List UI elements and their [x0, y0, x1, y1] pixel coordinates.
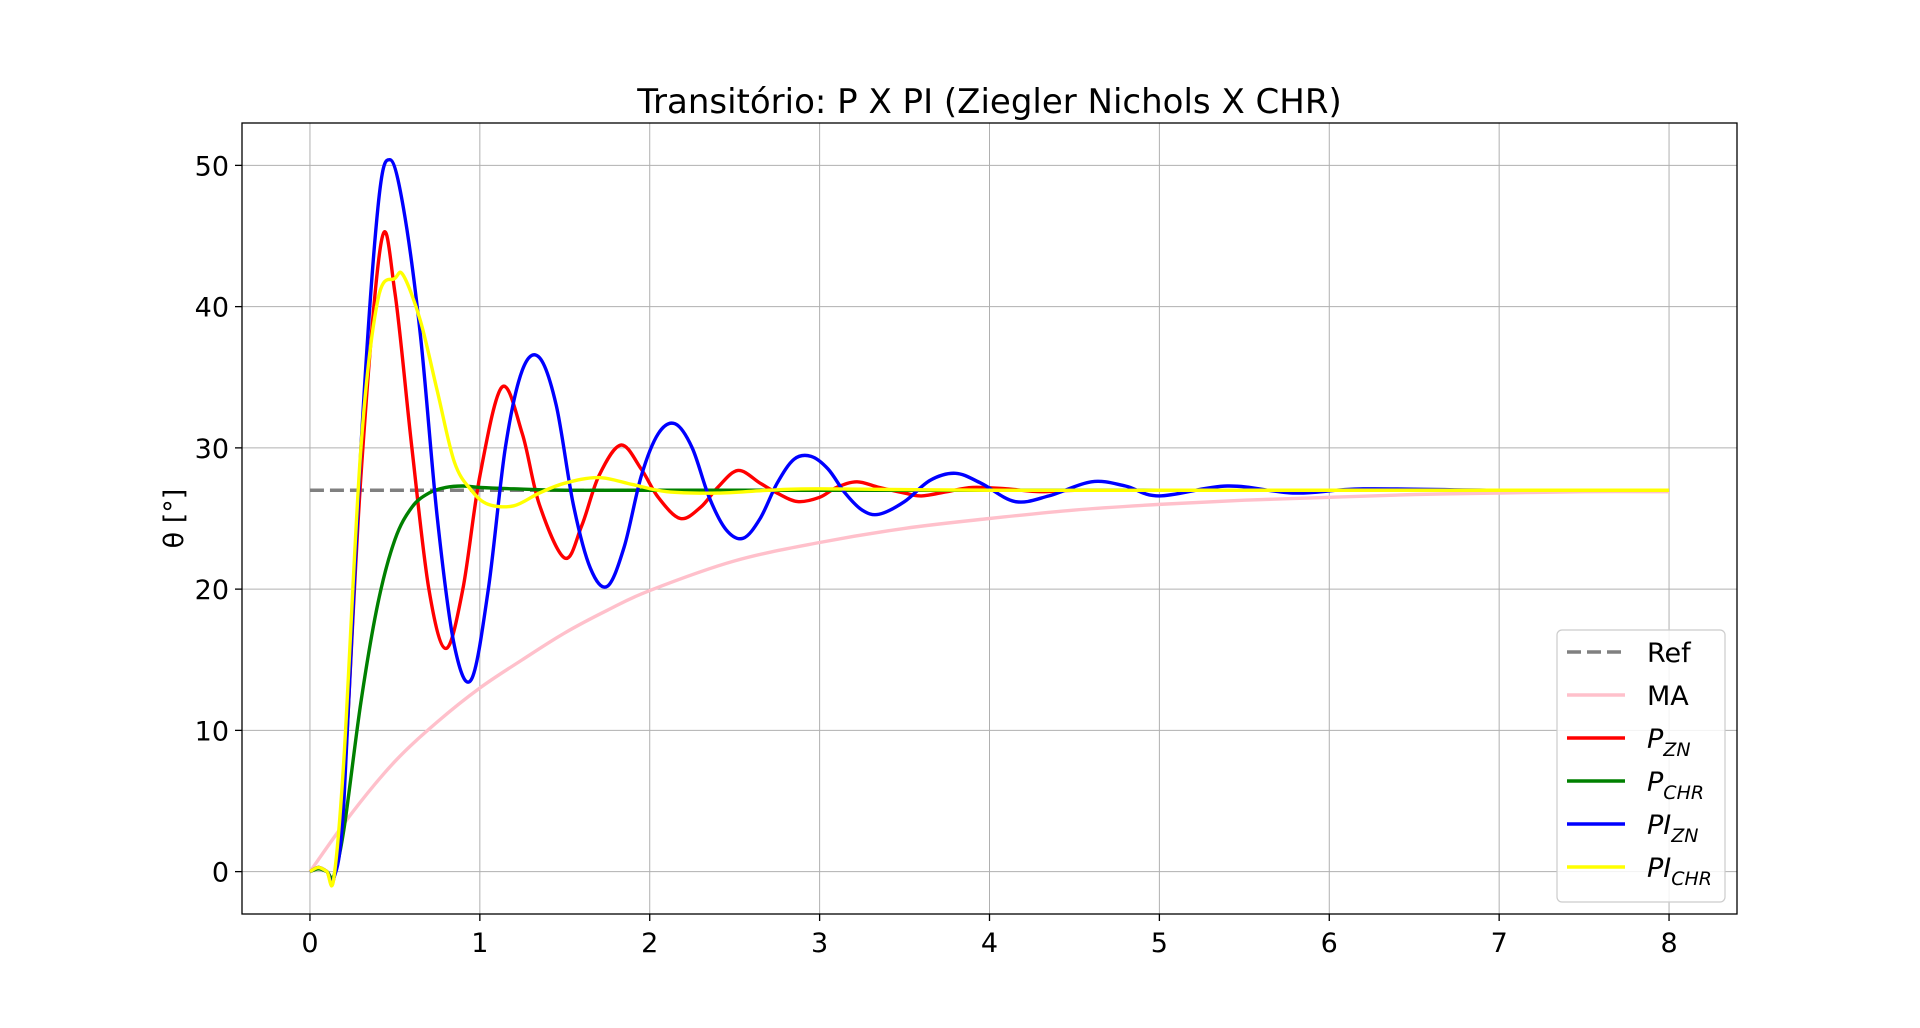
series-line-ma: [308, 489, 1670, 873]
x-tick-label: 5: [1151, 928, 1168, 959]
x-tick-label: 8: [1660, 928, 1677, 959]
x-tick-label: 7: [1491, 928, 1508, 959]
chart-title: Transitório: P X PI (Ziegler Nichols X C…: [636, 82, 1342, 122]
series-line-pizn: [309, 158, 1670, 885]
x-tick-label: 3: [811, 928, 828, 959]
legend-label-pchr: PCHR: [1647, 767, 1704, 804]
series-layer: [308, 158, 1670, 888]
legend-label-ref: Ref: [1647, 638, 1692, 669]
y-tick-label: 30: [195, 434, 229, 465]
x-tick-label: 1: [471, 928, 488, 959]
x-tick-label: 2: [641, 928, 658, 959]
grid: [242, 123, 1737, 914]
y-axis-label: θ [°]: [159, 489, 190, 549]
y-tick-label: 20: [195, 575, 229, 606]
legend-label-ma: MA: [1647, 681, 1689, 712]
x-tick-label: 0: [301, 928, 318, 959]
y-tick-label: 0: [212, 858, 229, 889]
legend-label-pichr: PICHR: [1647, 853, 1712, 890]
legend-label-pzn: PZN: [1647, 724, 1691, 761]
x-tick-label: 4: [981, 928, 998, 959]
x-tick-label: 6: [1321, 928, 1338, 959]
series-line-pichr: [309, 270, 1670, 888]
y-tick-label: 10: [195, 716, 229, 747]
legend-label-pizn: PIZN: [1647, 810, 1698, 847]
legend: Ref MA PZN PCHR PIZN PICHR: [1556, 629, 1726, 903]
y-tick-label: 40: [195, 293, 229, 324]
y-tick-label: 50: [195, 151, 229, 182]
ticks: 0 1 2 3 4 5 6 7 8 0 10 20 30 40 50: [195, 151, 1678, 959]
legend-box: [1556, 629, 1726, 903]
